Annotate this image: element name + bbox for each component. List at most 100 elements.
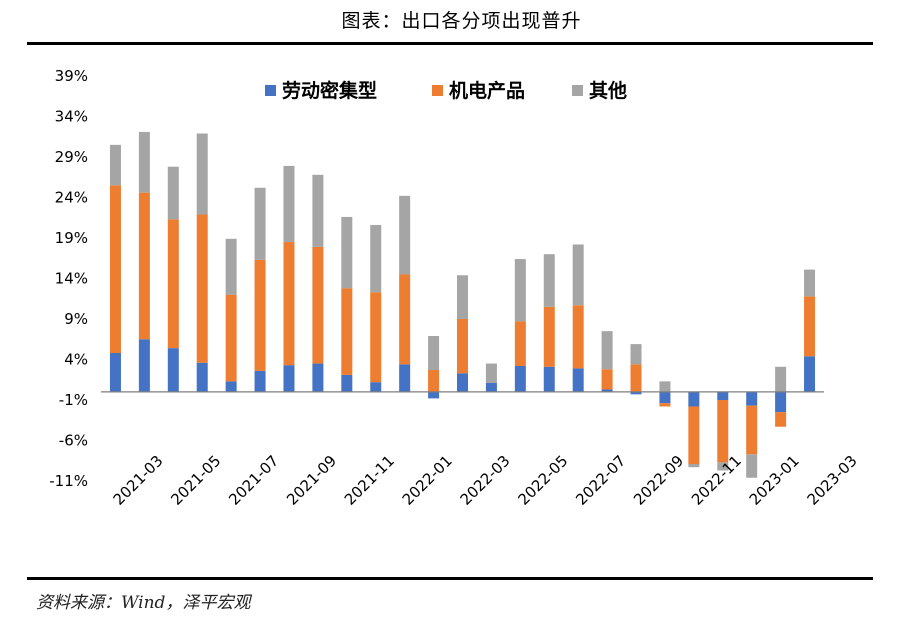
- bar-segment-electro-2021-03: [109, 185, 121, 354]
- bar-segment-other-2023-02: [775, 366, 787, 392]
- bar-segment-electro-2021-07: [225, 294, 237, 382]
- bar-segment-labor-2022-10: [659, 391, 671, 404]
- bar-segment-other-2022-02: [428, 336, 440, 371]
- bar-segment-electro-2022-01: [399, 274, 411, 365]
- bar-segment-labor-2021-05: [167, 348, 179, 392]
- bar-segment-other-2021-05: [167, 166, 179, 220]
- bar-segment-labor-2022-05: [514, 365, 526, 392]
- x-tick-label: 2022-03: [457, 452, 514, 509]
- y-tick-label: 19%: [55, 229, 88, 247]
- bar-segment-other-2022-03: [457, 275, 468, 319]
- bar-segment-electro-2023-02: [775, 412, 787, 427]
- bar-segment-electro-2022-06: [543, 306, 555, 367]
- legend-swatch-electro: [432, 85, 443, 96]
- x-tick-label: 2021-07: [225, 452, 282, 509]
- bar-segment-electro-2022-03: [457, 319, 468, 374]
- stacked-bar-chart: -11% -6% -1% 4% 9% 14% 19% 24% 29% 34% 39% 2021-03…: [49, 67, 861, 509]
- y-tick-label: 9%: [64, 310, 88, 328]
- legend-swatch-labor: [265, 85, 276, 96]
- bar-segment-other-2022-11: [688, 463, 700, 468]
- bar-segment-other-2022-04: [485, 363, 497, 383]
- bar-segment-electro-2023-01: [746, 405, 758, 455]
- bar-segment-labor-2021-09: [283, 365, 295, 392]
- bar-segment-electro-2022-05: [514, 321, 526, 366]
- bar-segment-labor-2022-09: [630, 391, 642, 395]
- bar-segment-electro-2021-08: [254, 259, 266, 371]
- bar-segment-electro-2021-09: [283, 242, 295, 366]
- top-rule: [27, 42, 873, 45]
- bar-segment-electro-2021-04: [138, 192, 150, 340]
- bar-segment-labor-2021-04: [138, 339, 150, 392]
- bar-segment-other-2021-06: [196, 133, 208, 215]
- x-tick-label: 2021-09: [283, 452, 340, 509]
- y-tick-label: -11%: [49, 472, 88, 490]
- bar-segment-electro-2023-03: [804, 296, 816, 357]
- y-tick-label: 29%: [55, 148, 88, 166]
- bar-segment-other-2021-10: [312, 174, 324, 247]
- bar-segment-other-2022-01: [399, 195, 411, 275]
- bar-segment-labor-2023-03: [804, 356, 816, 392]
- bar-segment-other-2022-06: [543, 254, 555, 307]
- bar-segment-labor-2021-12: [370, 382, 382, 392]
- bar-segment-electro-2022-11: [688, 406, 700, 464]
- y-tick-label: 24%: [55, 189, 88, 207]
- y-tick-label: 14%: [55, 270, 88, 288]
- legend-label-labor: 劳动密集型: [282, 79, 377, 102]
- bottom-rule: [27, 577, 873, 580]
- bar-segment-electro-2022-02: [428, 370, 440, 392]
- bar-segment-other-2023-03: [804, 269, 816, 297]
- legend-label-electro: 机电产品: [449, 79, 525, 102]
- bar-segment-labor-2022-04: [485, 382, 497, 392]
- y-tick-label: 4%: [64, 351, 88, 369]
- bar-segment-labor-2022-02: [428, 391, 440, 399]
- bar-segment-labor-2021-07: [225, 381, 237, 392]
- bar-segment-labor-2021-08: [254, 370, 266, 392]
- bar-segment-labor-2022-03: [457, 373, 468, 392]
- bar-segment-electro-2022-12: [717, 400, 729, 463]
- bar-segment-labor-2022-08: [601, 389, 613, 392]
- bar-segment-other-2023-01: [746, 454, 758, 478]
- y-axis-ticks: -11% -6% -1% 4% 9% 14% 19% 24% 29% 34% 39%: [49, 67, 88, 490]
- bar-segment-labor-2022-01: [399, 364, 411, 392]
- bar-segment-other-2021-03: [109, 144, 121, 186]
- bar-segment-other-2022-10: [659, 381, 671, 392]
- bar-segment-other-2021-09: [283, 165, 295, 243]
- bar-segment-labor-2022-12: [717, 391, 729, 400]
- figure-title: 图表：出口各分项出现普升: [341, 10, 582, 32]
- legend-label-other: 其他: [589, 79, 627, 102]
- y-tick-label: 39%: [55, 67, 88, 85]
- x-tick-label: 2023-03: [804, 452, 861, 509]
- bar-segment-electro-2022-10: [659, 403, 671, 407]
- bar-segment-other-2021-07: [225, 238, 237, 295]
- bar-segment-other-2022-09: [630, 344, 642, 365]
- y-tick-label: -6%: [59, 432, 88, 450]
- x-tick-label: 2022-05: [514, 452, 571, 509]
- bar-segment-other-2021-04: [138, 131, 150, 193]
- bar-segment-electro-2021-11: [341, 288, 353, 375]
- bar-segment-other-2022-07: [572, 244, 584, 306]
- y-tick-label: -1%: [59, 391, 88, 409]
- bar-segment-other-2022-12: [717, 462, 729, 471]
- bar-segment-electro-2022-09: [630, 364, 642, 392]
- bar-segment-electro-2022-07: [572, 305, 584, 369]
- plot-bars: [109, 131, 816, 478]
- bar-segment-labor-2023-02: [775, 391, 787, 413]
- bar-segment-labor-2022-11: [688, 391, 700, 407]
- bar-segment-other-2021-08: [254, 187, 266, 260]
- bar-segment-labor-2022-07: [572, 368, 584, 392]
- bar-segment-labor-2023-01: [746, 391, 758, 406]
- legend-swatch-other: [572, 85, 583, 96]
- x-tick-label: 2021-05: [167, 452, 224, 509]
- bar-segment-electro-2021-12: [370, 292, 382, 383]
- bar-segment-other-2021-12: [370, 225, 382, 293]
- bar-segment-labor-2021-06: [196, 362, 208, 392]
- bar-segment-other-2022-08: [601, 331, 613, 370]
- chart-legend: 劳动密集型 机电产品 其他: [265, 79, 627, 102]
- bar-segment-labor-2021-10: [312, 363, 324, 392]
- x-tick-label: 2021-11: [341, 452, 398, 509]
- bar-segment-other-2022-05: [514, 259, 526, 322]
- x-tick-label: 2022-07: [572, 452, 629, 509]
- bar-segment-labor-2021-11: [341, 374, 353, 392]
- source-note: 资料来源：Wind，泽平宏观: [36, 593, 251, 613]
- bar-segment-labor-2022-06: [543, 366, 555, 392]
